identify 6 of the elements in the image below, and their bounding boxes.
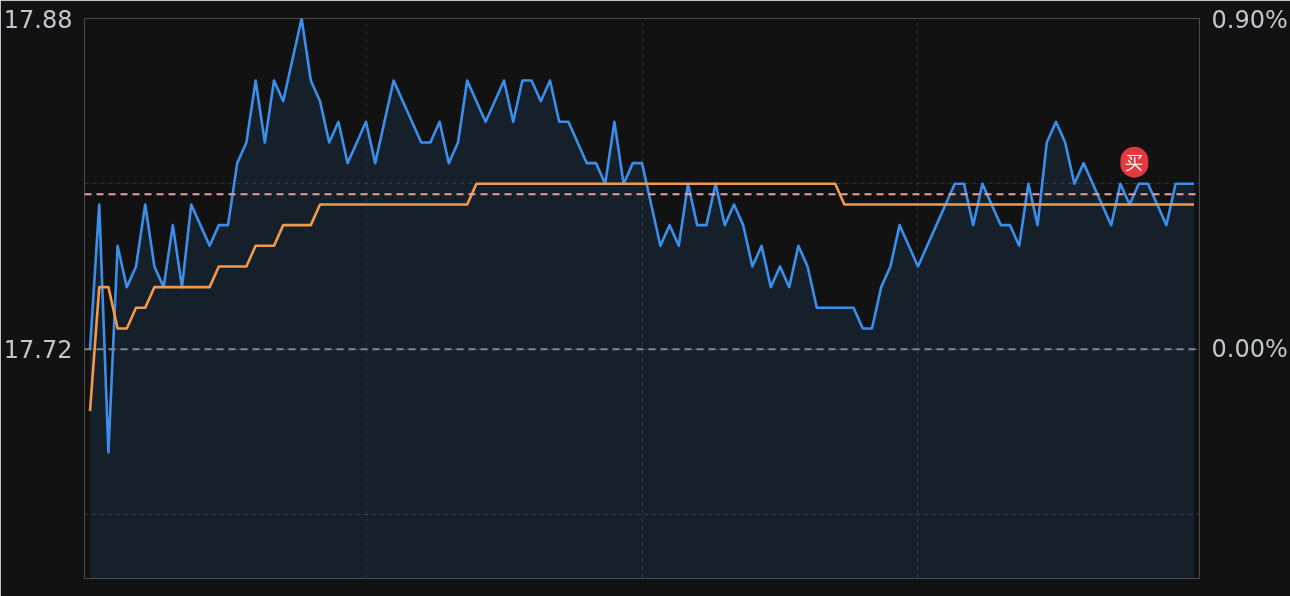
y-tick-label: 17.88 xyxy=(3,5,73,34)
y2-tick-label: 0.00% xyxy=(1211,335,1288,364)
annotation: 买 xyxy=(1125,151,1144,173)
y2-tick-label: 0.90% xyxy=(1211,5,1288,34)
line-series xyxy=(88,182,1196,413)
y-tick-label: 17.72 xyxy=(3,336,73,365)
